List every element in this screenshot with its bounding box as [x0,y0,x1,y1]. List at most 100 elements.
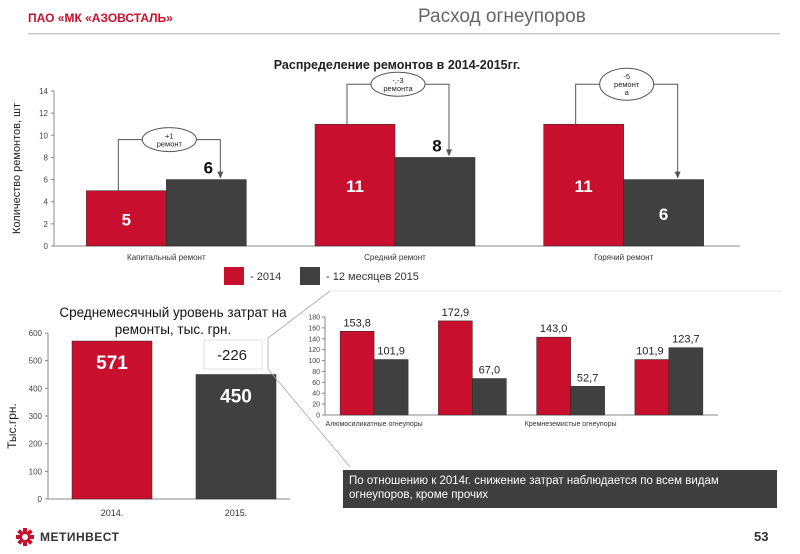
refractories-bar [536,336,571,416]
company-name: ПАО «МК «АЗОВСТАЛЬ» [28,11,173,25]
repairs-annotation-text: а [625,88,630,97]
metinvest-logo-icon [16,528,34,546]
costs-difference-label: -226 [217,347,247,364]
refractories-y-tick-label: 180 [308,315,320,322]
costs-data-label: 571 [96,353,128,374]
costs-bar [195,374,277,500]
refractories-y-tick-label: 40 [312,391,320,398]
legend-swatch-2014 [224,267,244,285]
repairs-y-tick-label: 8 [44,153,49,162]
costs-y-tick-label: 400 [29,384,43,393]
refractories-category-label: Кремнеземистые огнеупоры [525,421,617,428]
refractories-data-label: 123,7 [672,334,700,346]
repairs-annotation-arrowhead [674,171,681,179]
costs-y-tick-label: 200 [29,440,43,449]
refractories-y-tick-label: 140 [308,336,320,343]
legend-label-2014: - 2014 [250,271,281,283]
slide-title: Расход огнеупоров [418,6,586,27]
costs-y-axis-label: Тыс.грн. [5,403,19,449]
costs-y-tick-label: 300 [29,412,43,421]
costs-y-tick-label: 100 [29,467,43,476]
repairs-data-label: 11 [575,177,593,196]
refractories-bar [634,359,670,416]
refractories-data-label: 153,8 [343,317,371,329]
repairs-annotation-text: ремонта [383,84,413,93]
repairs-annotation-text: +1 [165,132,174,141]
header-divider-shadow [28,34,780,35]
repairs-annotation-line [653,83,679,176]
repairs-y-axis-label: Количество ремонтов, шт [11,103,23,234]
repairs-annotation-line [196,139,221,176]
refractories-bar [472,378,507,416]
repairs-annotation-arrowhead [446,149,452,157]
costs-data-label: 450 [220,387,252,408]
costs-y-tick-label: 0 [38,495,43,504]
repairs-data-label: 8 [432,136,441,155]
repairs-annotation-line [346,83,371,125]
legend-swatch-2015 [300,267,320,285]
repairs-bar [623,179,704,247]
refractories-data-label: 52,7 [577,372,598,384]
refractories-y-tick-label: 20 [312,402,320,409]
costs-category-label: 2014. [101,508,124,518]
costs-category-label: 2015. [225,508,248,518]
page-number: 53 [754,529,769,544]
costs-chart-title: Среднемесячный уровень затрат на [59,305,287,320]
refractories-y-tick-label: 100 [308,358,320,365]
repairs-y-tick-label: 12 [39,109,48,118]
repairs-y-tick-label: 10 [39,131,48,140]
repairs-data-label: 6 [204,159,213,178]
costs-bar [71,340,153,500]
refractories-data-label: 101,9 [636,346,664,358]
refractories-y-tick-label: 0 [316,413,320,420]
refractories-bar [570,386,605,416]
repairs-annotation-text: -5 [623,72,630,81]
repairs-y-tick-label: 4 [44,198,49,207]
connector-line [267,290,331,339]
refractories-bar [438,320,473,416]
connector-line [267,368,351,468]
refractories-bar [339,331,375,416]
refractories-data-label: 101,9 [377,346,405,358]
refractories-bar [668,347,704,416]
repairs-annotation-line [425,83,450,154]
repairs-annotation-bubble [141,127,197,153]
repairs-annotation-line [117,139,143,191]
logo-text: МЕТИНВЕСТ [40,530,120,544]
repairs-annotation-line [575,83,600,125]
repairs-y-tick-label: 6 [44,176,49,185]
repairs-y-tick-label: 14 [39,87,48,96]
costs-chart-title: ремонты, тыс. грн. [115,322,231,337]
repairs-annotation-text: -,-3 [392,76,403,85]
repairs-category-label: Средний ремонт [364,253,426,262]
company-logo: МЕТИНВЕСТ [16,528,120,546]
repairs-annotation-text: ремонт [614,80,640,89]
costs-difference-box [203,339,263,370]
repairs-annotation-text: ремонт [157,140,183,149]
repairs-annotation-arrowhead [217,171,224,179]
repairs-bar [394,157,476,247]
repairs-annotation-bubble [370,71,426,97]
repairs-bar [166,179,247,247]
repairs-data-label: 11 [346,177,364,196]
repairs-bar [543,123,624,247]
refractories-y-tick-label: 60 [312,380,320,387]
refractories-category-label: Алюмосиликатные огнеупоры [326,421,423,428]
repairs-bar [86,190,167,247]
refractories-data-label: 143,0 [540,323,568,335]
repairs-data-label: 5 [122,210,131,229]
repairs-y-tick-label: 0 [44,242,49,251]
refractories-y-tick-label: 80 [312,369,320,376]
repairs-annotation-bubble [599,67,655,101]
repairs-y-tick-label: 2 [44,220,49,229]
repairs-data-label: 6 [659,205,668,224]
repairs-category-label: Капитальный ремонт [127,253,206,262]
costs-y-tick-label: 600 [29,329,43,338]
refractories-y-tick-label: 160 [308,325,320,332]
refractories-y-tick-label: 120 [308,347,320,354]
refractories-data-label: 67,0 [479,365,500,377]
conclusion-note: По отношению к 2014г. снижение затрат на… [343,470,777,508]
repairs-chart-title: Распределение ремонтов в 2014-2015гг. [274,58,521,72]
header-divider [28,33,780,34]
